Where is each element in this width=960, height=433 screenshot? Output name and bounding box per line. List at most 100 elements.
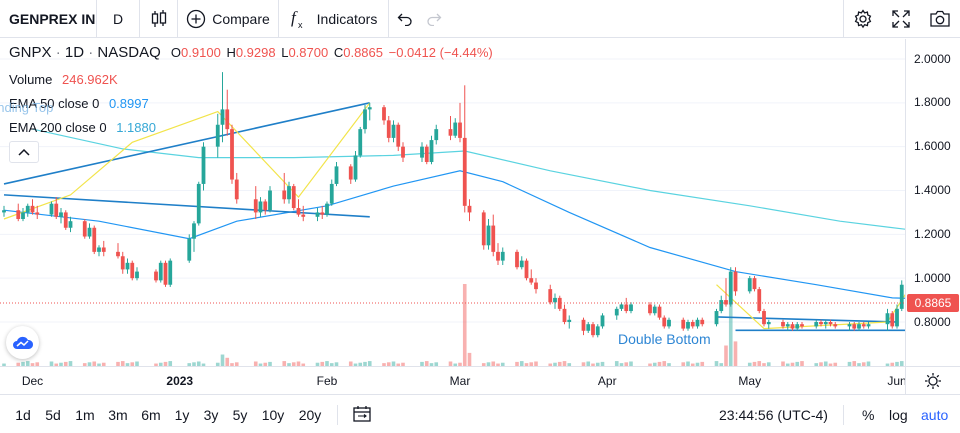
candle-body — [158, 262, 163, 281]
range-1d[interactable]: 1d — [15, 407, 31, 423]
screenshot-button[interactable] — [921, 0, 959, 38]
time-tick: May — [738, 374, 762, 388]
axis-settings-button[interactable] — [905, 367, 960, 394]
chart-type-button[interactable] — [140, 0, 178, 38]
volume-bar — [553, 362, 557, 366]
log-toggle[interactable]: log — [889, 407, 908, 423]
candle-body — [196, 183, 201, 224]
volume-bar — [386, 362, 391, 366]
clock-time[interactable]: 23:44:56 (UTC-4) — [719, 407, 828, 423]
price-chart[interactable] — [0, 39, 960, 366]
time-tick: Jun — [887, 374, 907, 388]
interval-button[interactable]: D — [97, 0, 140, 38]
candle-body — [529, 278, 534, 283]
range-3m[interactable]: 3m — [108, 407, 128, 423]
range-5y[interactable]: 5y — [232, 407, 248, 423]
legend-collapse-button[interactable] — [9, 141, 39, 163]
candle-body — [68, 221, 73, 228]
volume-bar — [586, 361, 591, 366]
volume-bar — [268, 361, 272, 366]
range-1y[interactable]: 1y — [174, 407, 190, 423]
candle-body — [614, 308, 619, 316]
range-1m[interactable]: 1m — [75, 407, 95, 423]
candle-body — [467, 205, 472, 213]
legend-close-value: 0.8865 — [343, 45, 383, 60]
go-to-date-button[interactable] — [352, 405, 372, 426]
candle-body — [548, 289, 553, 303]
volume-bar — [120, 361, 125, 366]
legend-exchange: NASDAQ — [97, 44, 161, 61]
undo-button[interactable] — [389, 0, 421, 38]
volume-bar — [296, 361, 301, 366]
legend-low-value: 0.8700 — [288, 45, 329, 60]
trendline — [3, 102, 370, 185]
volume-bar — [481, 363, 486, 366]
legend-ema50-row[interactable]: EMA 50 close 0 0.8997 — [9, 96, 149, 111]
candle-body — [728, 271, 733, 305]
bottom-toolbar: 1d 5d 1m 3m 6m 1y 3y 5y 10y 20y 23:44:56… — [0, 394, 960, 433]
volume-bar — [92, 361, 97, 366]
tradingview-logo[interactable] — [6, 326, 39, 359]
volume-bar — [695, 362, 700, 366]
time-axis[interactable]: Dec2023FebMarAprMayJun21 — [0, 366, 960, 394]
range-3y[interactable]: 3y — [203, 407, 219, 423]
symbol-search[interactable]: GENPREX IN — [0, 0, 97, 38]
volume-bar — [700, 361, 705, 366]
candle-body — [714, 311, 719, 325]
price-scale[interactable]: 2.0000 1.8000 1.6000 1.4000 1.2000 1.000… — [905, 39, 960, 366]
volume-bar — [781, 361, 785, 366]
legend-change-value: −0.0412 (−4.44%) — [388, 45, 493, 60]
candle-body — [752, 278, 757, 290]
candle-body — [396, 124, 401, 147]
volume-bar — [101, 362, 106, 366]
candle-body — [800, 324, 804, 327]
candle-body — [125, 262, 130, 270]
double-bottom-label[interactable]: Double Bottom — [618, 331, 711, 347]
calendar-range-icon — [353, 406, 371, 422]
candle-body — [320, 212, 325, 215]
candle-body — [353, 155, 358, 180]
legend-ema200-row[interactable]: EMA 200 close 0 1.1880 — [9, 120, 156, 135]
candle-body — [87, 227, 92, 237]
volume-bar — [54, 363, 59, 366]
volume-bar — [320, 361, 325, 366]
candle-body — [861, 324, 866, 327]
top-pattern-label[interactable]: ending Top — [0, 100, 54, 115]
settings-button[interactable] — [844, 0, 882, 38]
chart-pane[interactable] — [0, 39, 960, 366]
range-5d[interactable]: 5d — [45, 407, 61, 423]
volume-bar — [201, 363, 206, 366]
legend-volume-row[interactable]: Volume 246.962K — [9, 72, 118, 87]
range-20y[interactable]: 20y — [298, 407, 322, 423]
candle-body — [819, 322, 823, 325]
candle-body — [553, 297, 557, 303]
candle-body — [268, 190, 272, 211]
volume-bar — [648, 363, 652, 366]
candle-body — [358, 129, 363, 156]
volume-bar — [519, 361, 524, 366]
auto-toggle[interactable]: auto — [921, 407, 949, 423]
volume-bar — [795, 361, 800, 366]
candle-body — [648, 304, 652, 314]
indicators-fx-icon: f x — [291, 8, 303, 30]
redo-button[interactable] — [418, 0, 450, 38]
range-6m[interactable]: 6m — [141, 407, 161, 423]
candle-body — [282, 190, 287, 200]
indicators-button[interactable]: f x Indicators — [279, 0, 387, 38]
legend-open-label: O — [170, 45, 182, 60]
range-10y[interactable]: 10y — [261, 407, 285, 423]
candle-body — [420, 146, 424, 158]
candle-body — [462, 137, 467, 206]
legend-high-label: H — [226, 45, 236, 60]
percent-toggle[interactable]: % — [862, 407, 875, 423]
fullscreen-button[interactable] — [882, 0, 920, 38]
candle-body — [890, 313, 895, 327]
trendline — [716, 316, 898, 323]
candle-body — [724, 300, 728, 305]
top-toolbar: GENPREX IN D Compare f x Indicators — [0, 0, 960, 38]
ema200-value: 1.1880 — [116, 120, 156, 135]
compare-button[interactable]: Compare — [178, 0, 279, 38]
candle-body — [895, 308, 899, 327]
candle-body — [486, 225, 491, 246]
volume-bar — [899, 361, 904, 366]
